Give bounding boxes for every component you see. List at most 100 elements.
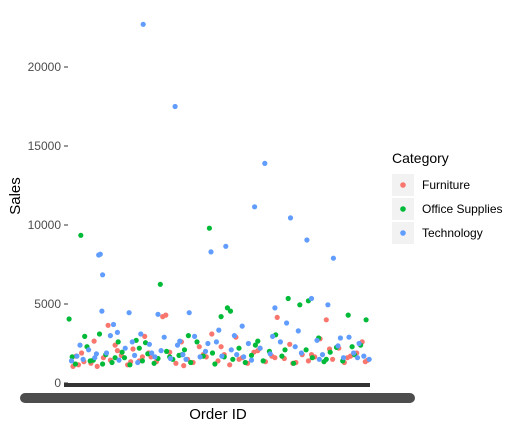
data-point — [177, 338, 183, 344]
data-point — [227, 362, 233, 368]
data-point — [234, 352, 240, 358]
data-point — [192, 333, 198, 339]
legend-items: Furniture Office Supplies Technology — [392, 174, 503, 244]
data-point — [297, 302, 303, 308]
data-point — [346, 334, 352, 340]
data-point — [86, 347, 92, 353]
data-point — [277, 339, 283, 345]
data-point — [330, 356, 336, 362]
data-point — [202, 348, 209, 354]
data-point — [223, 243, 229, 249]
data-point — [335, 343, 341, 349]
data-point — [146, 341, 152, 347]
data-point — [209, 331, 215, 337]
data-point — [337, 335, 343, 341]
data-point — [366, 356, 372, 362]
data-point — [72, 361, 78, 367]
data-point — [127, 362, 133, 368]
data-point — [122, 345, 128, 351]
data-point — [241, 354, 247, 360]
data-point — [236, 345, 242, 351]
y-tick-label: 10000 — [28, 218, 62, 232]
data-point — [262, 160, 268, 166]
x-axis-title: Order ID — [189, 406, 247, 423]
data-point — [272, 355, 278, 361]
data-point — [239, 323, 245, 329]
data-point — [218, 314, 224, 320]
data-point — [257, 345, 263, 351]
x-tick-labels-overlapped — [20, 393, 415, 403]
data-point — [114, 348, 120, 354]
data-point — [119, 349, 125, 355]
data-point — [100, 361, 106, 367]
legend-swatch-office-supplies — [400, 206, 406, 212]
data-point — [140, 21, 146, 27]
data-point — [303, 347, 309, 353]
data-point — [274, 314, 280, 320]
data-point — [208, 249, 214, 255]
data-point — [183, 356, 189, 362]
data-point — [139, 354, 145, 360]
y-tick-label: 0 — [54, 376, 61, 390]
series-office-supplies — [66, 225, 369, 368]
data-point — [78, 232, 84, 238]
data-point — [116, 357, 122, 363]
data-point — [362, 359, 368, 365]
data-point — [194, 339, 200, 345]
data-point — [103, 350, 110, 356]
data-point — [284, 320, 290, 326]
data-point — [129, 339, 135, 345]
data-point — [130, 346, 136, 352]
data-point — [79, 350, 85, 356]
data-point — [188, 359, 194, 366]
data-points — [66, 21, 372, 369]
data-point — [107, 333, 113, 339]
data-point — [142, 333, 148, 339]
legend-label-furniture: Furniture — [422, 178, 470, 192]
data-point — [91, 338, 97, 344]
data-point — [252, 342, 258, 348]
data-point — [180, 352, 186, 358]
data-point — [94, 363, 100, 369]
data-point — [132, 352, 138, 358]
data-point — [167, 355, 174, 362]
legend-label-office-supplies: Office Supplies — [422, 202, 503, 216]
data-point — [236, 356, 242, 362]
data-point — [96, 331, 103, 337]
data-point — [272, 305, 278, 311]
data-point — [228, 347, 234, 353]
data-point — [344, 355, 350, 361]
data-point — [181, 347, 188, 353]
data-point — [298, 350, 304, 356]
x-axis — [20, 383, 415, 403]
data-point — [227, 308, 234, 314]
data-point — [96, 252, 102, 258]
data-point — [349, 344, 355, 350]
legend-swatch-technology — [400, 230, 406, 236]
data-point — [219, 353, 225, 359]
data-point — [361, 353, 367, 359]
y-tick-label: 20000 — [28, 60, 62, 74]
data-point — [354, 355, 361, 361]
data-point — [345, 312, 351, 318]
data-point — [196, 344, 202, 350]
data-point — [139, 358, 145, 364]
data-point — [133, 337, 139, 343]
data-point — [163, 312, 169, 318]
data-point — [109, 359, 115, 366]
data-point — [155, 311, 161, 317]
data-point — [77, 342, 83, 348]
data-point — [304, 237, 310, 243]
series-technology — [68, 21, 372, 366]
data-point — [216, 327, 222, 333]
data-point — [148, 354, 154, 360]
data-point — [305, 358, 311, 364]
data-point — [356, 340, 362, 347]
data-point — [87, 358, 93, 364]
data-point — [248, 352, 255, 358]
data-point — [174, 342, 181, 348]
data-point — [157, 281, 163, 287]
data-point — [213, 339, 219, 345]
data-point — [212, 361, 218, 367]
data-point — [319, 352, 326, 358]
